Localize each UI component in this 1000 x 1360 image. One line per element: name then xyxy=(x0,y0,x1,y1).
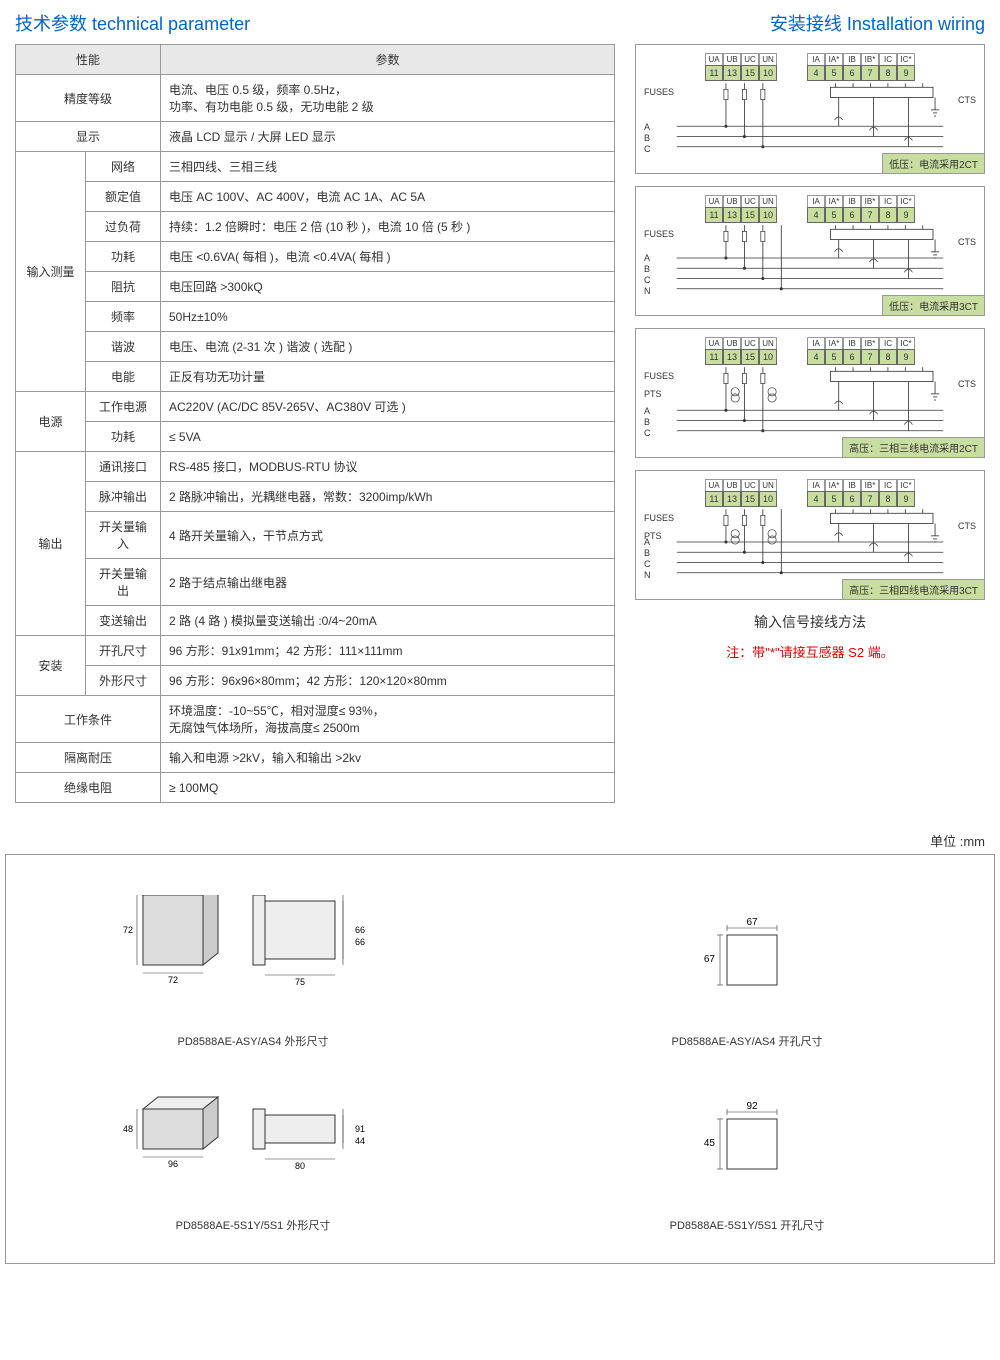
table-row: 安装开孔尺寸96 方形：91x91mm；42 方形：111×111mm xyxy=(16,636,615,666)
svg-text:67: 67 xyxy=(704,954,716,965)
params-table: 性能参数精度等级电流、电压 0.5 级，频率 0.5Hz，功率、有功电能 0.5… xyxy=(15,44,615,803)
svg-text:92: 92 xyxy=(746,1101,758,1112)
table-row: 脉冲输出2 路脉冲输出，光耦继电器，常数：3200imp/kWh xyxy=(16,482,615,512)
table-row: 工作条件环境温度：-10~55℃，相对湿度≤ 93%，无腐蚀气体场所，海拔高度≤… xyxy=(16,696,615,743)
table-row: 额定值电压 AC 100V、AC 400V，电流 AC 1A、AC 5A xyxy=(16,182,615,212)
table-row: 精度等级电流、电压 0.5 级，频率 0.5Hz，功率、有功电能 0.5 级，无… xyxy=(16,75,615,122)
svg-text:48: 48 xyxy=(123,1124,133,1134)
table-row: 电源工作电源AC220V (AC/DC 85V-265V、AC380V 可选 ) xyxy=(16,392,615,422)
wiring-note: 注：带"*"请接互感器 S2 端。 xyxy=(635,642,985,661)
table-row: 阻抗电压回路 >300kQ xyxy=(16,272,615,302)
table-row: 过负荷持续：1.2 倍瞬时：电压 2 倍 (10 秒 )，电流 10 倍 (5 … xyxy=(16,212,615,242)
section-title-tech: 技术参数 technical parameter xyxy=(15,10,615,36)
svg-text:67: 67 xyxy=(746,917,758,928)
signal-method-title: 输入信号接线方法 xyxy=(635,612,985,632)
wiring-diagram: UAUBUCUN11131510 IAIA*IBIB*ICIC*456789 F… xyxy=(635,328,985,458)
table-row: 开关量输入4 路开关量输入，干节点方式 xyxy=(16,512,615,559)
dimension-item: 92 45 PD8588AE-5S1Y/5S1 开孔尺寸 xyxy=(530,1079,964,1233)
section-title-wiring: 安装接线 Installation wiring xyxy=(635,10,985,36)
table-row: 谐波电压、电流 (2-31 次 ) 谐波 ( 选配 ) xyxy=(16,332,615,362)
table-row: 功耗≤ 5VA xyxy=(16,422,615,452)
table-row: 电能正反有功无功计量 xyxy=(16,362,615,392)
svg-text:72: 72 xyxy=(168,975,178,985)
dim-caption: PD8588AE-ASY/AS4 开孔尺寸 xyxy=(530,1033,964,1049)
dim-caption: PD8588AE-5S1Y/5S1 外形尺寸 xyxy=(36,1217,470,1233)
dim-caption: PD8588AE-ASY/AS4 外形尺寸 xyxy=(36,1033,470,1049)
svg-text:44: 44 xyxy=(355,1136,365,1146)
dimension-item: 67 67 PD8588AE-ASY/AS4 开孔尺寸 xyxy=(530,895,964,1049)
table-row: 开关量输出2 路于结点输出继电器 xyxy=(16,559,615,606)
svg-text:66: 66 xyxy=(355,925,365,935)
table-row: 变送输出2 路 (4 路 ) 模拟量变送输出 :0/4~20mA xyxy=(16,606,615,636)
table-row: 输出通讯接口RS-485 接口，MODBUS-RTU 协议 xyxy=(16,452,615,482)
table-head-param: 参数 xyxy=(161,45,615,75)
table-row: 隔离耐压输入和电源 >2kV，输入和输出 >2kv xyxy=(16,743,615,773)
dimension-item: 48 96 80 91 44 PD8588AE-5S1Y/5S1 外形尺寸 xyxy=(36,1079,470,1233)
svg-text:72: 72 xyxy=(123,925,133,935)
table-row: 频率50Hz±10% xyxy=(16,302,615,332)
wiring-diagram: UAUBUCUN11131510 IAIA*IBIB*ICIC*456789 F… xyxy=(635,470,985,600)
table-row: 显示液晶 LCD 显示 / 大屏 LED 显示 xyxy=(16,122,615,152)
table-row: 绝缘电阻≥ 100MQ xyxy=(16,773,615,803)
table-head-perf: 性能 xyxy=(16,45,161,75)
wiring-diagram: UAUBUCUN11131510 IAIA*IBIB*ICIC*456789 F… xyxy=(635,186,985,316)
svg-text:75: 75 xyxy=(295,977,305,987)
table-row: 外形尺寸96 方形：96x96×80mm；42 方形：120×120×80mm xyxy=(16,666,615,696)
svg-text:96: 96 xyxy=(168,1159,178,1169)
svg-text:80: 80 xyxy=(295,1161,305,1171)
dimensions-box: 72 72 75 66 66 PD8588AE-ASY/AS4 外形尺寸 67 xyxy=(5,854,995,1264)
svg-text:45: 45 xyxy=(704,1138,716,1149)
table-row: 功耗电压 <0.6VA( 每相 )，电流 <0.4VA( 每相 ) xyxy=(16,242,615,272)
wiring-diagram: UAUBUCUN11131510 IAIA*IBIB*ICIC*456789 F… xyxy=(635,44,985,174)
svg-text:66: 66 xyxy=(355,937,365,947)
unit-label: 单位 :mm xyxy=(0,831,985,850)
dim-caption: PD8588AE-5S1Y/5S1 开孔尺寸 xyxy=(530,1217,964,1233)
dimension-item: 72 72 75 66 66 PD8588AE-ASY/AS4 外形尺寸 xyxy=(36,895,470,1049)
svg-text:91: 91 xyxy=(355,1124,365,1134)
table-row: 输入测量网络三相四线、三相三线 xyxy=(16,152,615,182)
